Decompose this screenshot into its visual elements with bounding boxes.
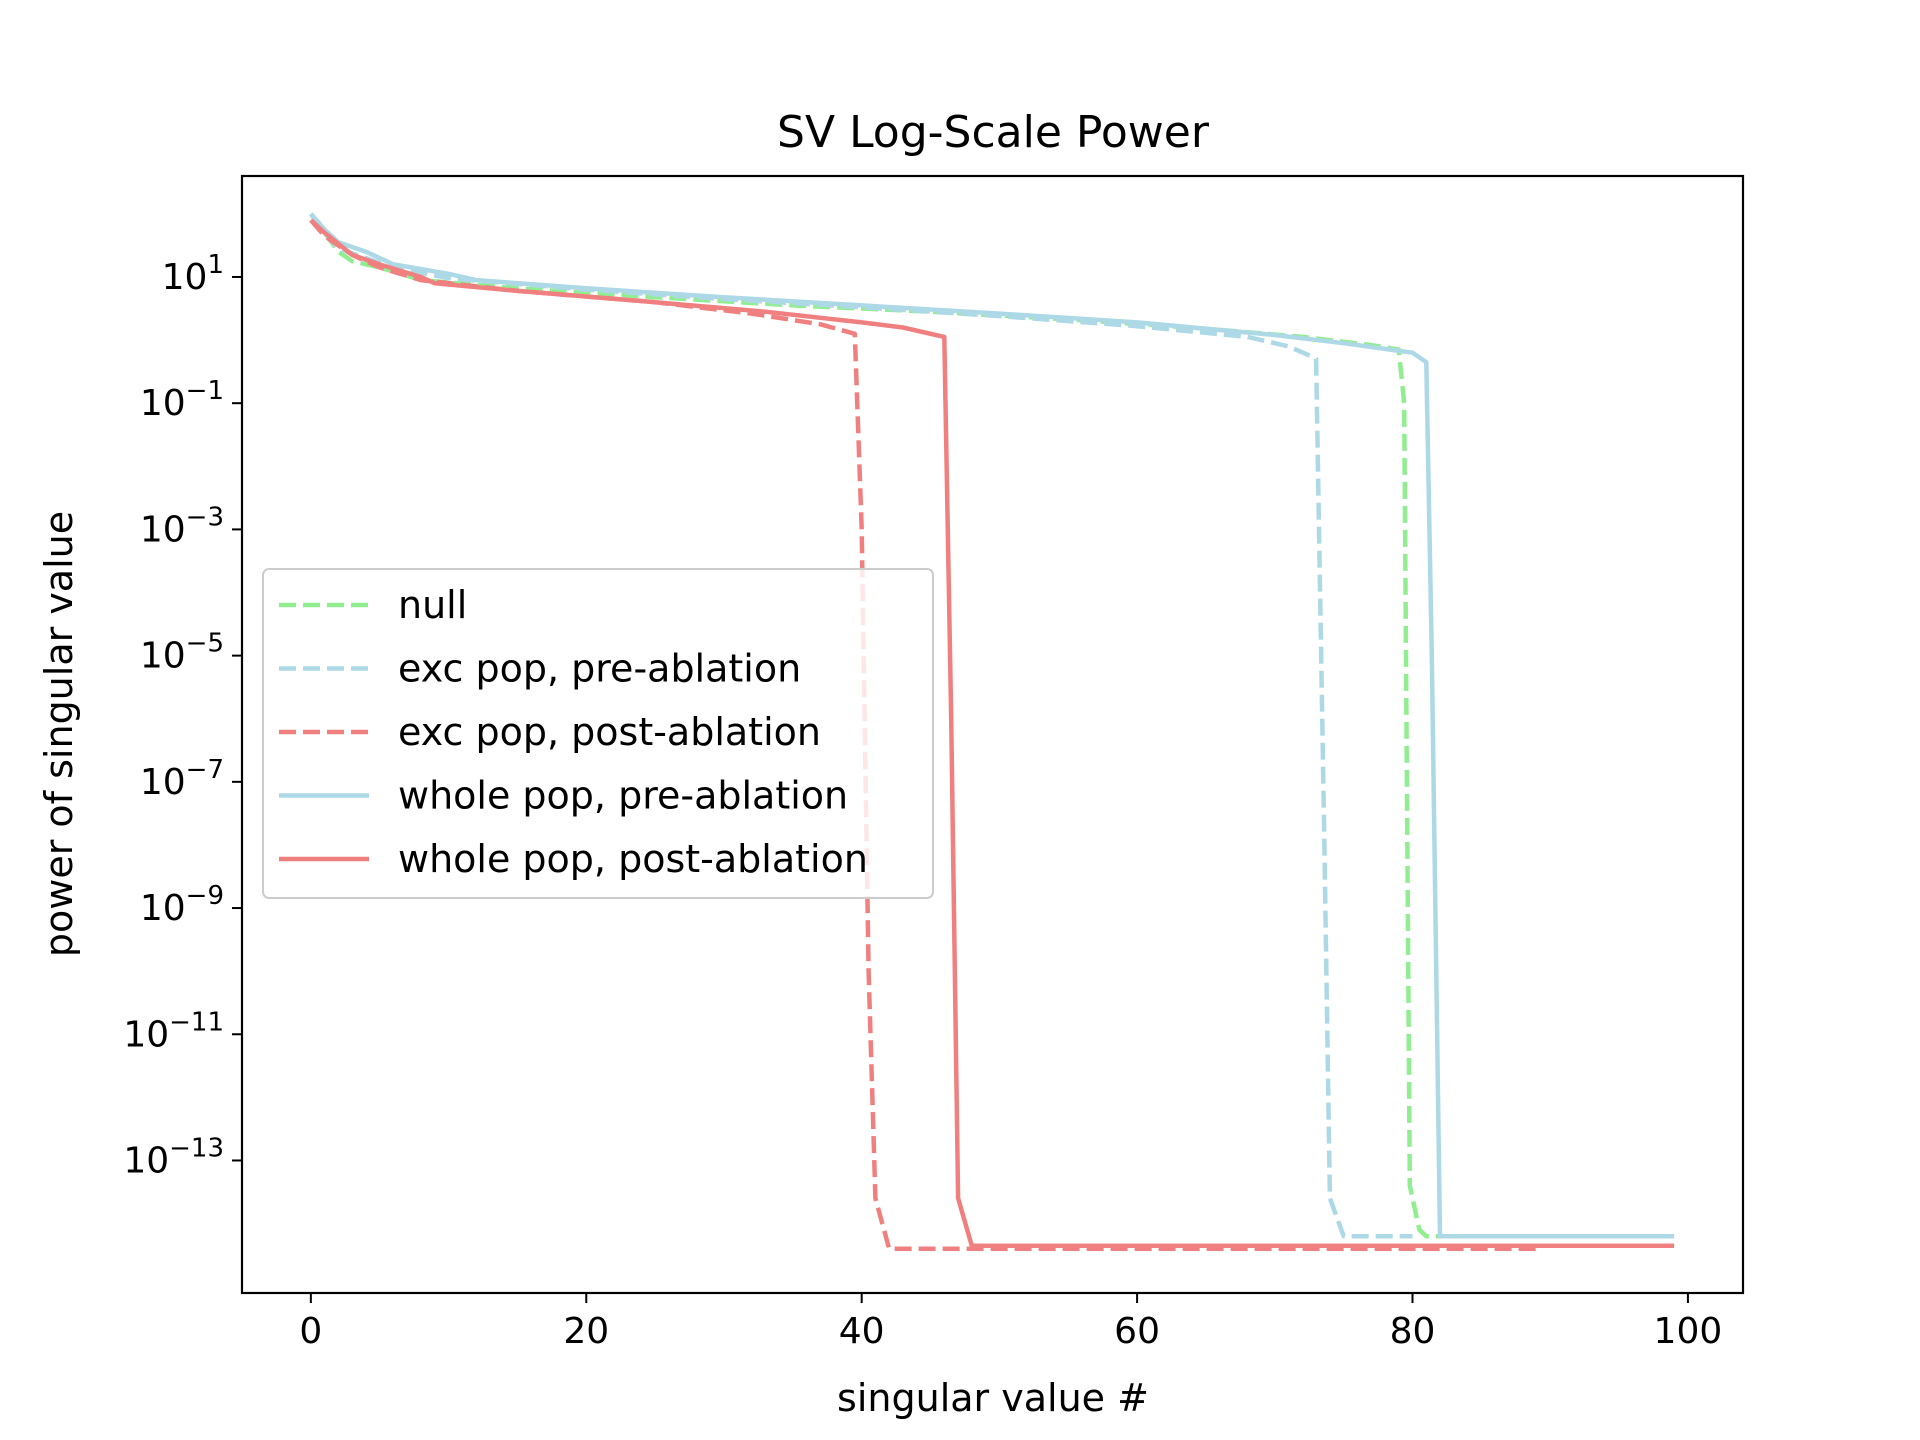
- y-tick-label: 10−13: [123, 1133, 224, 1181]
- series-line-3: [309, 212, 1675, 1239]
- y-tick-label: 101: [162, 250, 224, 298]
- series-line-4: [309, 218, 1675, 1248]
- x-tick-label: 80: [1390, 1311, 1436, 1352]
- y-axis: 101 10−1 10−3 10−5 10−7 10−9 10−11 10−13: [123, 250, 242, 1181]
- y-tick-label: 10−11: [123, 1007, 224, 1055]
- x-tick-label: 60: [1114, 1311, 1160, 1352]
- y-tick-label: 10−9: [140, 881, 224, 929]
- legend-label-2: exc pop, post-ablation: [398, 710, 821, 754]
- chart-title: SV Log-Scale Power: [777, 107, 1210, 158]
- legend-label-1: exc pop, pre-ablation: [398, 647, 801, 691]
- legend: null exc pop, pre-ablation exc pop, post-a…: [262, 568, 934, 899]
- y-tick-label: 10−1: [140, 376, 224, 424]
- y-tick-label: 10−7: [140, 755, 224, 803]
- x-tick-label: 40: [839, 1311, 885, 1352]
- y-tick-label: 10−5: [140, 629, 224, 677]
- x-tick-label: 100: [1654, 1311, 1723, 1352]
- legend-box: [262, 568, 934, 899]
- plot-frame: [240, 174, 1745, 1295]
- legend-label-4: whole pop, post-ablation: [398, 837, 868, 881]
- y-axis-label: power of singular value: [37, 511, 81, 957]
- legend-label-0: null: [398, 583, 467, 627]
- legend-label-3: whole pop, pre-ablation: [398, 774, 848, 818]
- x-axis: 0 20 40 60 80 100: [299, 1293, 1722, 1352]
- x-axis-label: singular value #: [837, 1376, 1149, 1420]
- y-tick-label: 10−3: [140, 502, 224, 550]
- x-tick-label: 20: [563, 1311, 609, 1352]
- series-lines: [309, 212, 1675, 1252]
- x-tick-label: 0: [299, 1311, 322, 1352]
